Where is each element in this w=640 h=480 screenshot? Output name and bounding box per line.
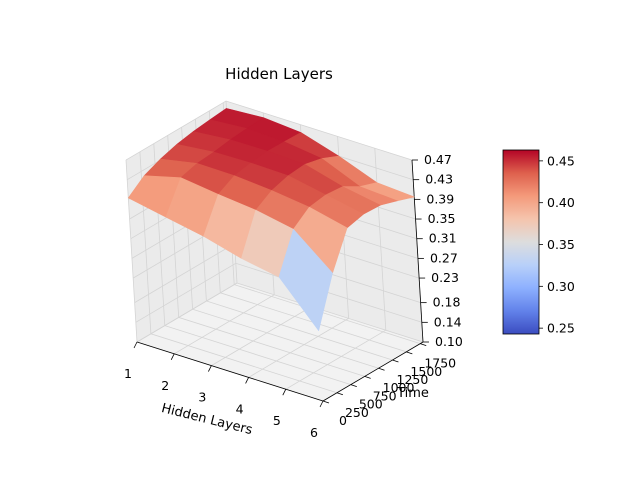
- x-tick-label: 6: [310, 425, 318, 440]
- y-tick-label: 250: [345, 405, 369, 420]
- y-tick-label: 1500: [410, 364, 442, 379]
- colorbar: 0.25 0.30 0.35 0.40 0.45: [502, 149, 575, 336]
- grid-line-z: [125, 100, 413, 161]
- x-tick-mark: [208, 365, 212, 372]
- x-tick-label: 5: [273, 413, 281, 428]
- y-tick-label: 1250: [397, 372, 429, 387]
- grid-line-z: [136, 282, 424, 343]
- chart-title: Hidden Layers: [225, 65, 333, 83]
- colorbar-tick-label: 0.40: [547, 195, 575, 210]
- z-tick-label: 0.14: [434, 314, 462, 329]
- colorbar-tick-label: 0.45: [547, 153, 575, 168]
- y-axis-label: Time: [396, 386, 429, 401]
- x-axis-line: [136, 341, 324, 402]
- z-tick-label: 0.23: [431, 270, 459, 285]
- z-tick-label: 0.35: [428, 211, 456, 226]
- colorbar-tick-label: 0.30: [547, 279, 575, 294]
- x-tick-mark: [170, 353, 175, 360]
- y-tick-mark: [322, 400, 330, 404]
- colorbar-tick-label: 0.25: [547, 321, 575, 336]
- z-tick-label: 0.18: [433, 295, 461, 310]
- z-tick-label: 0.43: [425, 172, 453, 187]
- x-tick-mark: [319, 400, 324, 408]
- floor-pane: [137, 283, 423, 401]
- x-tick-mark: [133, 341, 138, 349]
- y-tick-label: 0: [339, 413, 347, 428]
- y-tick-label: 750: [373, 388, 397, 403]
- x-tick-label: 2: [161, 378, 169, 393]
- y-tick-mark: [350, 384, 357, 387]
- y-tick-mark: [392, 359, 399, 363]
- x-tick-label: 3: [198, 390, 206, 405]
- surface-patch: [278, 229, 333, 332]
- grid-line-z: [135, 262, 422, 323]
- z-tick-label: 0.39: [426, 191, 454, 206]
- x-tick-label: 1: [124, 366, 132, 381]
- z-tick-label: 0.27: [430, 250, 458, 265]
- z-tick-label: 0.31: [429, 231, 457, 246]
- surface-plot: [128, 108, 415, 332]
- z-axis-line: [411, 159, 424, 343]
- x-tick-mark: [245, 377, 249, 384]
- z-tick-label: 0.47: [424, 152, 452, 167]
- y-tick-mark: [420, 343, 427, 347]
- x-tick-label: 4: [236, 401, 244, 416]
- y-tick-mark: [364, 376, 371, 379]
- colorbar-gradient: [502, 149, 540, 335]
- x-tick-mark: [282, 389, 287, 396]
- y-tick-label: 500: [359, 397, 383, 412]
- y-tick-mark: [406, 351, 413, 355]
- y-tick-label: 1000: [383, 380, 415, 395]
- z-tick-label: 0.10: [435, 334, 463, 349]
- y-tick-label: 1750: [424, 356, 456, 371]
- y-tick-mark: [378, 367, 385, 371]
- colorbar-tick-label: 0.35: [547, 237, 575, 252]
- y-tick-mark: [336, 392, 344, 396]
